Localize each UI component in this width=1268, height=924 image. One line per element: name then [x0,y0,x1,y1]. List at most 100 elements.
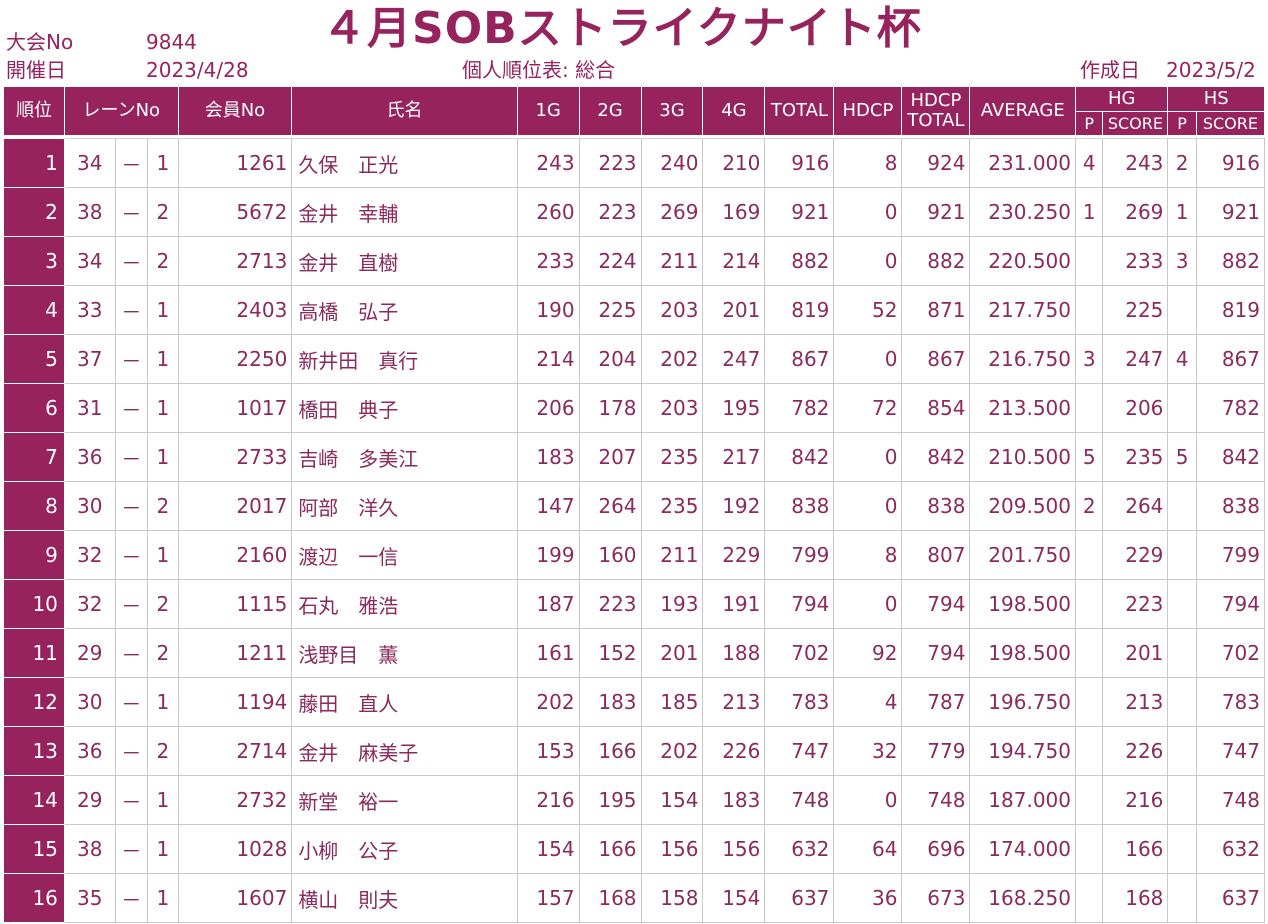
game-4-cell: 188 [702,628,766,678]
total-cell: 747 [764,726,835,776]
member-no-cell: 1261 [177,138,293,188]
game-2-cell: 166 [578,824,642,874]
average-cell: 209.500 [969,481,1077,531]
member-no-cell: 2017 [177,481,293,531]
member-no-cell: 2160 [177,530,293,580]
hs-place-cell [1167,481,1197,531]
game-1-cell: 157 [516,873,580,923]
table-row: 1 34 － 1 1261 久保 正光 243 223 240 210 916 8 924 231.000… [3,138,1266,188]
hdcp-cell: 4 [833,677,903,727]
hs-score-cell: 882 [1195,236,1266,286]
hdcp-total-cell: 838 [901,481,971,531]
lane-sub-cell: 2 [147,628,179,678]
lane-no-cell: 34 [63,138,116,188]
hs-place-cell [1167,824,1197,874]
total-cell: 867 [764,334,835,384]
total-cell: 882 [764,236,835,286]
header-high-game: HG [1075,86,1169,112]
hs-score-cell: 819 [1195,285,1266,335]
header-average: AVERAGE [969,86,1077,136]
table-row: 12 30 － 1 1194 藤田 直人 202 183 185 213 783 4 787 196.75… [3,677,1266,727]
hdcp-total-cell: 867 [901,334,971,384]
hg-score-cell: 213 [1102,677,1169,727]
lane-sub-cell: 2 [147,481,179,531]
lane-separator: － [114,873,149,923]
lane-sub-cell: 2 [147,579,179,629]
hg-score-cell: 223 [1102,579,1169,629]
lane-separator: － [114,628,149,678]
header-lane: レーンNo [63,86,179,136]
hs-place-cell: 1 [1167,187,1197,237]
name-cell: 吉崎 多美江 [291,432,518,482]
hdcp-cell: 32 [833,726,903,776]
hdcp-total-cell: 854 [901,383,971,433]
lane-separator: － [114,481,149,531]
page-title: ４月SOBストライクナイト杯 [322,3,922,54]
hdcp-cell: 0 [833,432,903,482]
game-4-cell: 195 [702,383,766,433]
rank-cell: 6 [3,383,65,433]
average-cell: 230.250 [969,187,1077,237]
hdcp-cell: 0 [833,481,903,531]
ranking-table: 順位 レーンNo 会員No 氏名 1G 2G 3G 4G TOTAL HDCP … [3,86,1266,923]
member-no-cell: 1211 [177,628,293,678]
lane-no-cell: 37 [63,334,116,384]
game-3-cell: 202 [640,334,704,384]
average-cell: 196.750 [969,677,1077,727]
game-3-cell: 185 [640,677,704,727]
hs-score-cell: 632 [1195,824,1266,874]
lane-no-cell: 29 [63,628,116,678]
rank-cell: 11 [3,628,65,678]
lane-no-cell: 33 [63,285,116,335]
game-1-cell: 206 [516,383,580,433]
rank-cell: 16 [3,873,65,923]
rank-cell: 3 [3,236,65,286]
header-total: TOTAL [764,86,835,136]
name-cell: 久保 正光 [291,138,518,188]
total-cell: 794 [764,579,835,629]
lane-sub-cell: 1 [147,873,179,923]
lane-separator: － [114,138,149,188]
game-4-cell: 191 [702,579,766,629]
hs-place-cell [1167,285,1197,335]
name-cell: 藤田 直人 [291,677,518,727]
game-3-cell: 211 [640,236,704,286]
hg-score-cell: 168 [1102,873,1169,923]
hg-score-cell: 216 [1102,775,1169,825]
hg-place-cell: 5 [1075,432,1104,482]
hs-score-cell: 842 [1195,432,1266,482]
game-1-cell: 154 [516,824,580,874]
rank-cell: 4 [3,285,65,335]
game-2-cell: 223 [578,187,642,237]
hs-place-cell [1167,775,1197,825]
name-cell: 金井 直樹 [291,236,518,286]
header-hs-place: P [1167,111,1197,136]
game-3-cell: 203 [640,285,704,335]
game-3-cell: 269 [640,187,704,237]
hg-score-cell: 247 [1102,334,1169,384]
game-3-cell: 158 [640,873,704,923]
game-3-cell: 240 [640,138,704,188]
hg-place-cell: 3 [1075,334,1104,384]
hdcp-total-cell: 921 [901,187,971,237]
hs-score-cell: 702 [1195,628,1266,678]
lane-separator: － [114,824,149,874]
game-1-cell: 147 [516,481,580,531]
name-cell: 浅野目 薫 [291,628,518,678]
hs-place-cell [1167,677,1197,727]
name-cell: 高橋 弘子 [291,285,518,335]
lane-no-cell: 38 [63,824,116,874]
hdcp-total-cell: 696 [901,824,971,874]
average-cell: 217.750 [969,285,1077,335]
hs-score-cell: 799 [1195,530,1266,580]
table-row: 3 34 － 2 2713 金井 直樹 233 224 211 214 882 0 882 220.500… [3,236,1266,286]
rank-cell: 5 [3,334,65,384]
table-row: 16 35 － 1 1607 横山 則夫 157 168 158 154 637 36 673 168.2… [3,873,1266,923]
game-1-cell: 214 [516,334,580,384]
hg-score-cell: 269 [1102,187,1169,237]
table-row: 4 33 － 1 2403 高橋 弘子 190 225 203 201 819 52 871 217.75… [3,285,1266,335]
table-row: 11 29 － 2 1211 浅野目 薫 161 152 201 188 702 92 794 198.5… [3,628,1266,678]
name-cell: 渡辺 一信 [291,530,518,580]
average-cell: 216.750 [969,334,1077,384]
game-3-cell: 202 [640,726,704,776]
